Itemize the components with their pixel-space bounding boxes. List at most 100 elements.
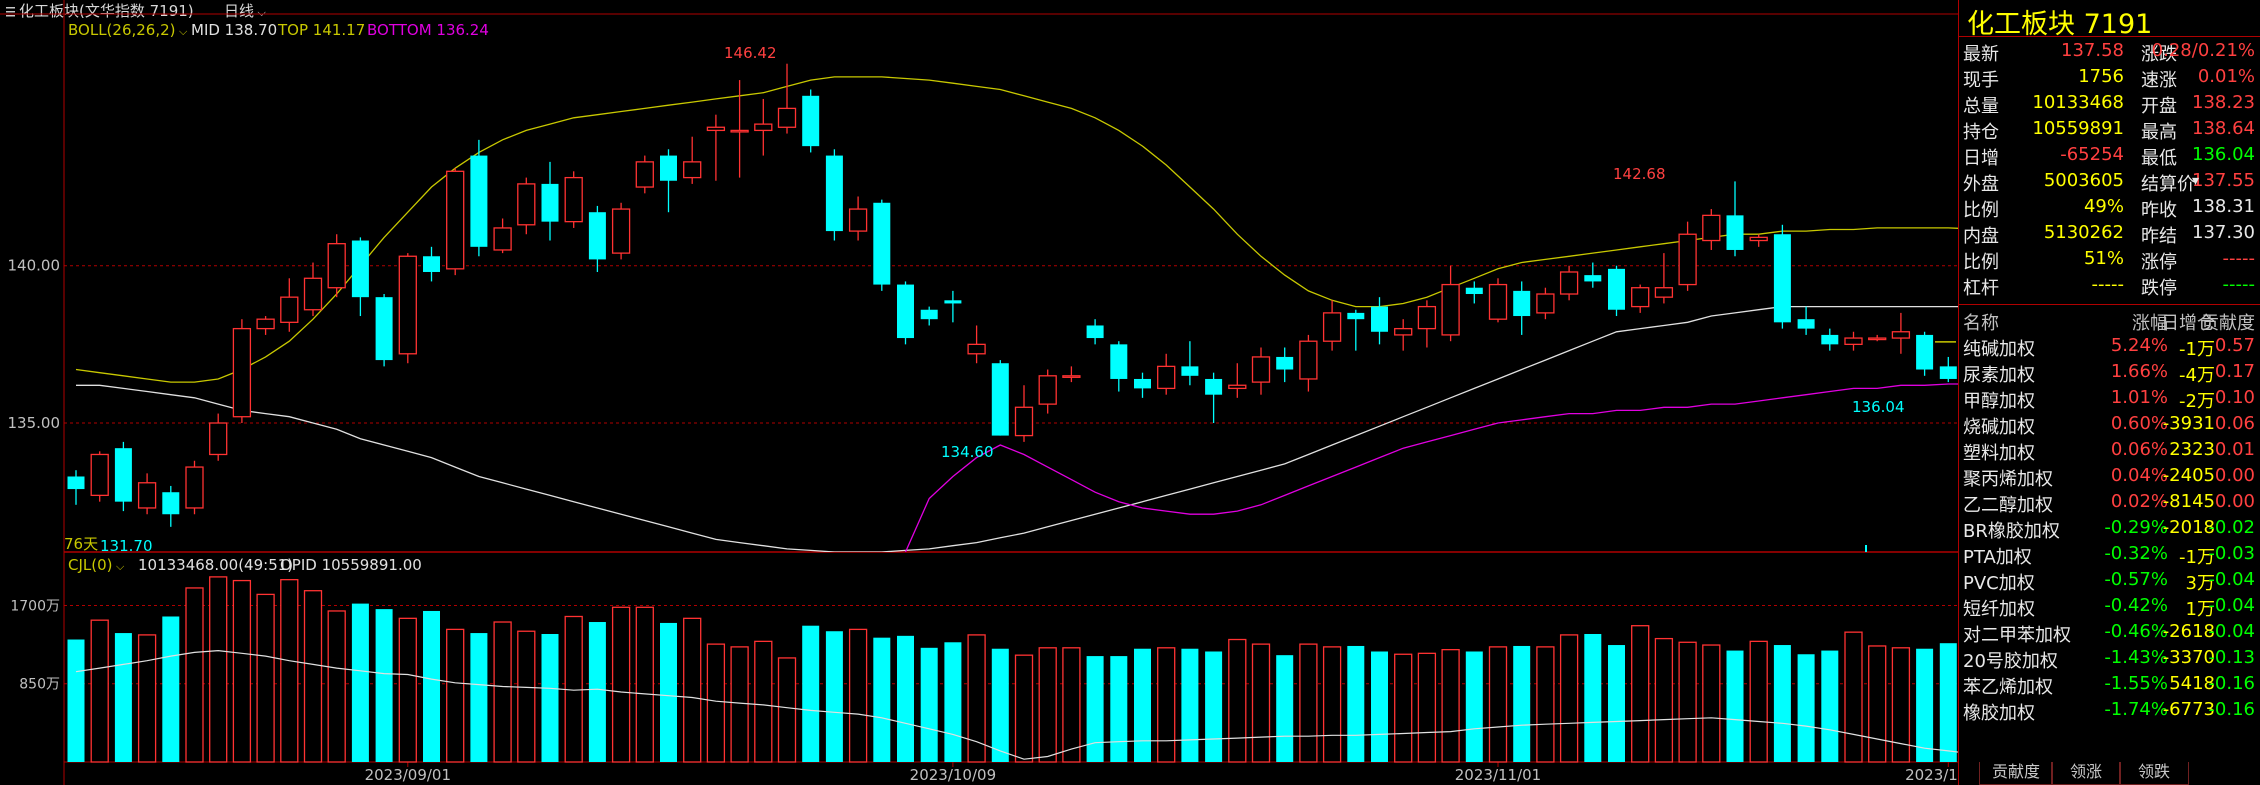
contribution-row[interactable]: BR橡胶加权 -0.29% -2018 -0.02 [1959,515,2259,542]
candle-body [493,227,512,251]
price-tick-label: 135.00 [8,414,61,432]
volume-bar [1916,648,1934,762]
row-change: -1.43% [2104,647,2168,668]
row-contribution: -0.16 [2208,673,2255,694]
candle-body [1726,215,1744,250]
row-change: -0.42% [2104,595,2168,616]
quote-label: 持仓 [1963,122,1999,143]
volume-bar [1608,645,1625,762]
row-oi-increase: -1万 [2179,339,2215,360]
volume-bar [470,633,488,762]
contribution-row[interactable]: PTA加权 -0.32% -1万 -0.03 [1959,541,2259,568]
candle-body [1371,306,1388,332]
contribution-row[interactable]: 对二甲苯加权 -0.46% -2618 -0.04 [1959,619,2259,646]
quote-label: 比例 [1963,200,1999,221]
volume-bar [351,603,369,762]
row-change: 0.60% [2110,413,2168,434]
row-contribution: 0.57 [2214,335,2255,356]
column-header[interactable]: 贡献度 [2201,313,2255,334]
row-name: 对二甲苯加权 [1963,625,2071,646]
row-change: -1.55% [2104,673,2168,694]
candle-body [897,284,914,339]
volume-bar [706,643,726,763]
menu-icon[interactable] [6,2,16,17]
candle-body [375,297,393,361]
row-change: -1.74% [2104,699,2168,720]
cjl-name: CJL(0) [68,556,113,574]
row-oi-increase: -2618 [2162,621,2215,642]
quote-row: 比例 49% 昨收 138.31 [1959,193,2259,221]
candle-body [209,422,228,456]
period-selector[interactable]: 日线 ⌵ [224,0,266,21]
row-change: 5.24% [2110,335,2168,356]
tab-1[interactable]: 领涨 [2051,762,2121,785]
quote-value: 0.28/0.21% [2151,40,2255,61]
row-contribution: 0.01 [2214,439,2255,460]
volume-bar [90,619,109,763]
quote-label: 日增 [1963,148,1999,169]
contribution-row[interactable]: 乙二醇加权 0.02% -8145 0.00 [1959,489,2259,516]
tab-2[interactable]: 领跌 [2119,762,2189,785]
boll-indicator-name[interactable]: BOLL(26,26,2) ⌵ [68,21,187,39]
volume-bar [635,606,654,763]
price-chart[interactable]: 140.00 135.00 1700万 850万 2023/09/01 2023/10/0… [0,0,1958,785]
dropdown-triangle-icon[interactable]: ▾ [2192,173,2200,189]
quote-table: 最新 137.58 涨跌 0.28/0.21% 现手 1756 速涨 0.01% 总量 10133… [1959,37,2260,299]
volume-bar [991,648,1009,762]
volume-bar [162,616,180,762]
quote-value: 138.23 [2192,92,2255,113]
volume-bar [1488,646,1508,763]
candle-body [944,300,962,304]
contribution-row[interactable]: PVC加权 -0.57% 3万 -0.04 [1959,567,2259,594]
contribution-row[interactable]: 烧碱加权 0.60% -3931 0.06 [1959,411,2259,438]
contribution-row[interactable]: 甲醇加权 1.01% -2万 0.10 [1959,385,2259,412]
column-header[interactable]: 名称 [1963,313,1999,334]
cjl-indicator-name[interactable]: CJL(0) ⌵ [68,556,124,574]
volume-bar [1276,655,1294,762]
candle-body [280,296,299,323]
contribution-row[interactable]: 短纤加权 -0.42% 1万 -0.04 [1959,593,2259,620]
candle-body [1157,365,1176,390]
contribution-row[interactable]: 苯乙烯加权 -1.55% 5418 -0.16 [1959,671,2259,698]
candle-body [327,243,346,289]
contribution-row[interactable]: 聚丙烯加权 0.04% -2405 0.00 [1959,463,2259,490]
quote-row: 日增 -65254 最低 136.04 [1959,141,2259,169]
candle-body [1014,406,1034,437]
quote-label: 速涨 [2141,70,2177,91]
row-oi-increase: 3万 [2185,573,2215,594]
volume-bar [493,621,512,763]
contribution-row[interactable]: 尿素加权 1.66% -4万 0.17 [1959,359,2259,386]
candle-body [303,277,323,311]
volume-bar [137,634,157,763]
boll-name: BOLL(26,26,2) [68,21,176,39]
volume-bar [1797,654,1815,762]
candle-body [351,240,369,298]
candle-body [1821,334,1839,345]
volume-bar [1157,647,1176,763]
quote-value: 137.55 [2192,170,2255,191]
row-change: 1.01% [2110,387,2168,408]
candle-body [1916,334,1934,370]
candle-body [1465,287,1483,295]
volume-bar [375,609,393,762]
price-tick-label: 140.00 [8,257,61,275]
column-header[interactable]: 涨幅 [2132,313,2168,334]
tab-0[interactable]: 贡献度 [1979,762,2053,785]
row-name: 纯碱加权 [1963,339,2035,360]
volume-tick-label: 850万 [19,677,60,693]
candle-body [398,255,417,355]
volume-bar [1086,656,1104,762]
contribution-row[interactable]: 纯碱加权 5.24% -1万 0.57 [1959,333,2259,360]
row-change: 0.04% [2110,465,2168,486]
column-header[interactable]: 日增仓 [2161,313,2215,334]
quote-label: 比例 [1963,252,1999,273]
contribution-row[interactable]: 塑料加权 0.06% 2323 0.01 [1959,437,2259,464]
volume-bar [1844,631,1863,763]
candle-body [1322,312,1342,342]
candle-body [848,208,868,232]
x-tick-label: 2023/10/09 [910,766,996,784]
row-contribution: 0.00 [2214,465,2255,486]
quote-row: 杠杆 ----- 跌停 ----- [1959,271,2259,299]
contribution-row[interactable]: 橡胶加权 -1.74% -6773 -0.16 [1959,697,2259,724]
contribution-row[interactable]: 20号胶加权 -1.43% -3370 -0.13 [1959,645,2259,672]
